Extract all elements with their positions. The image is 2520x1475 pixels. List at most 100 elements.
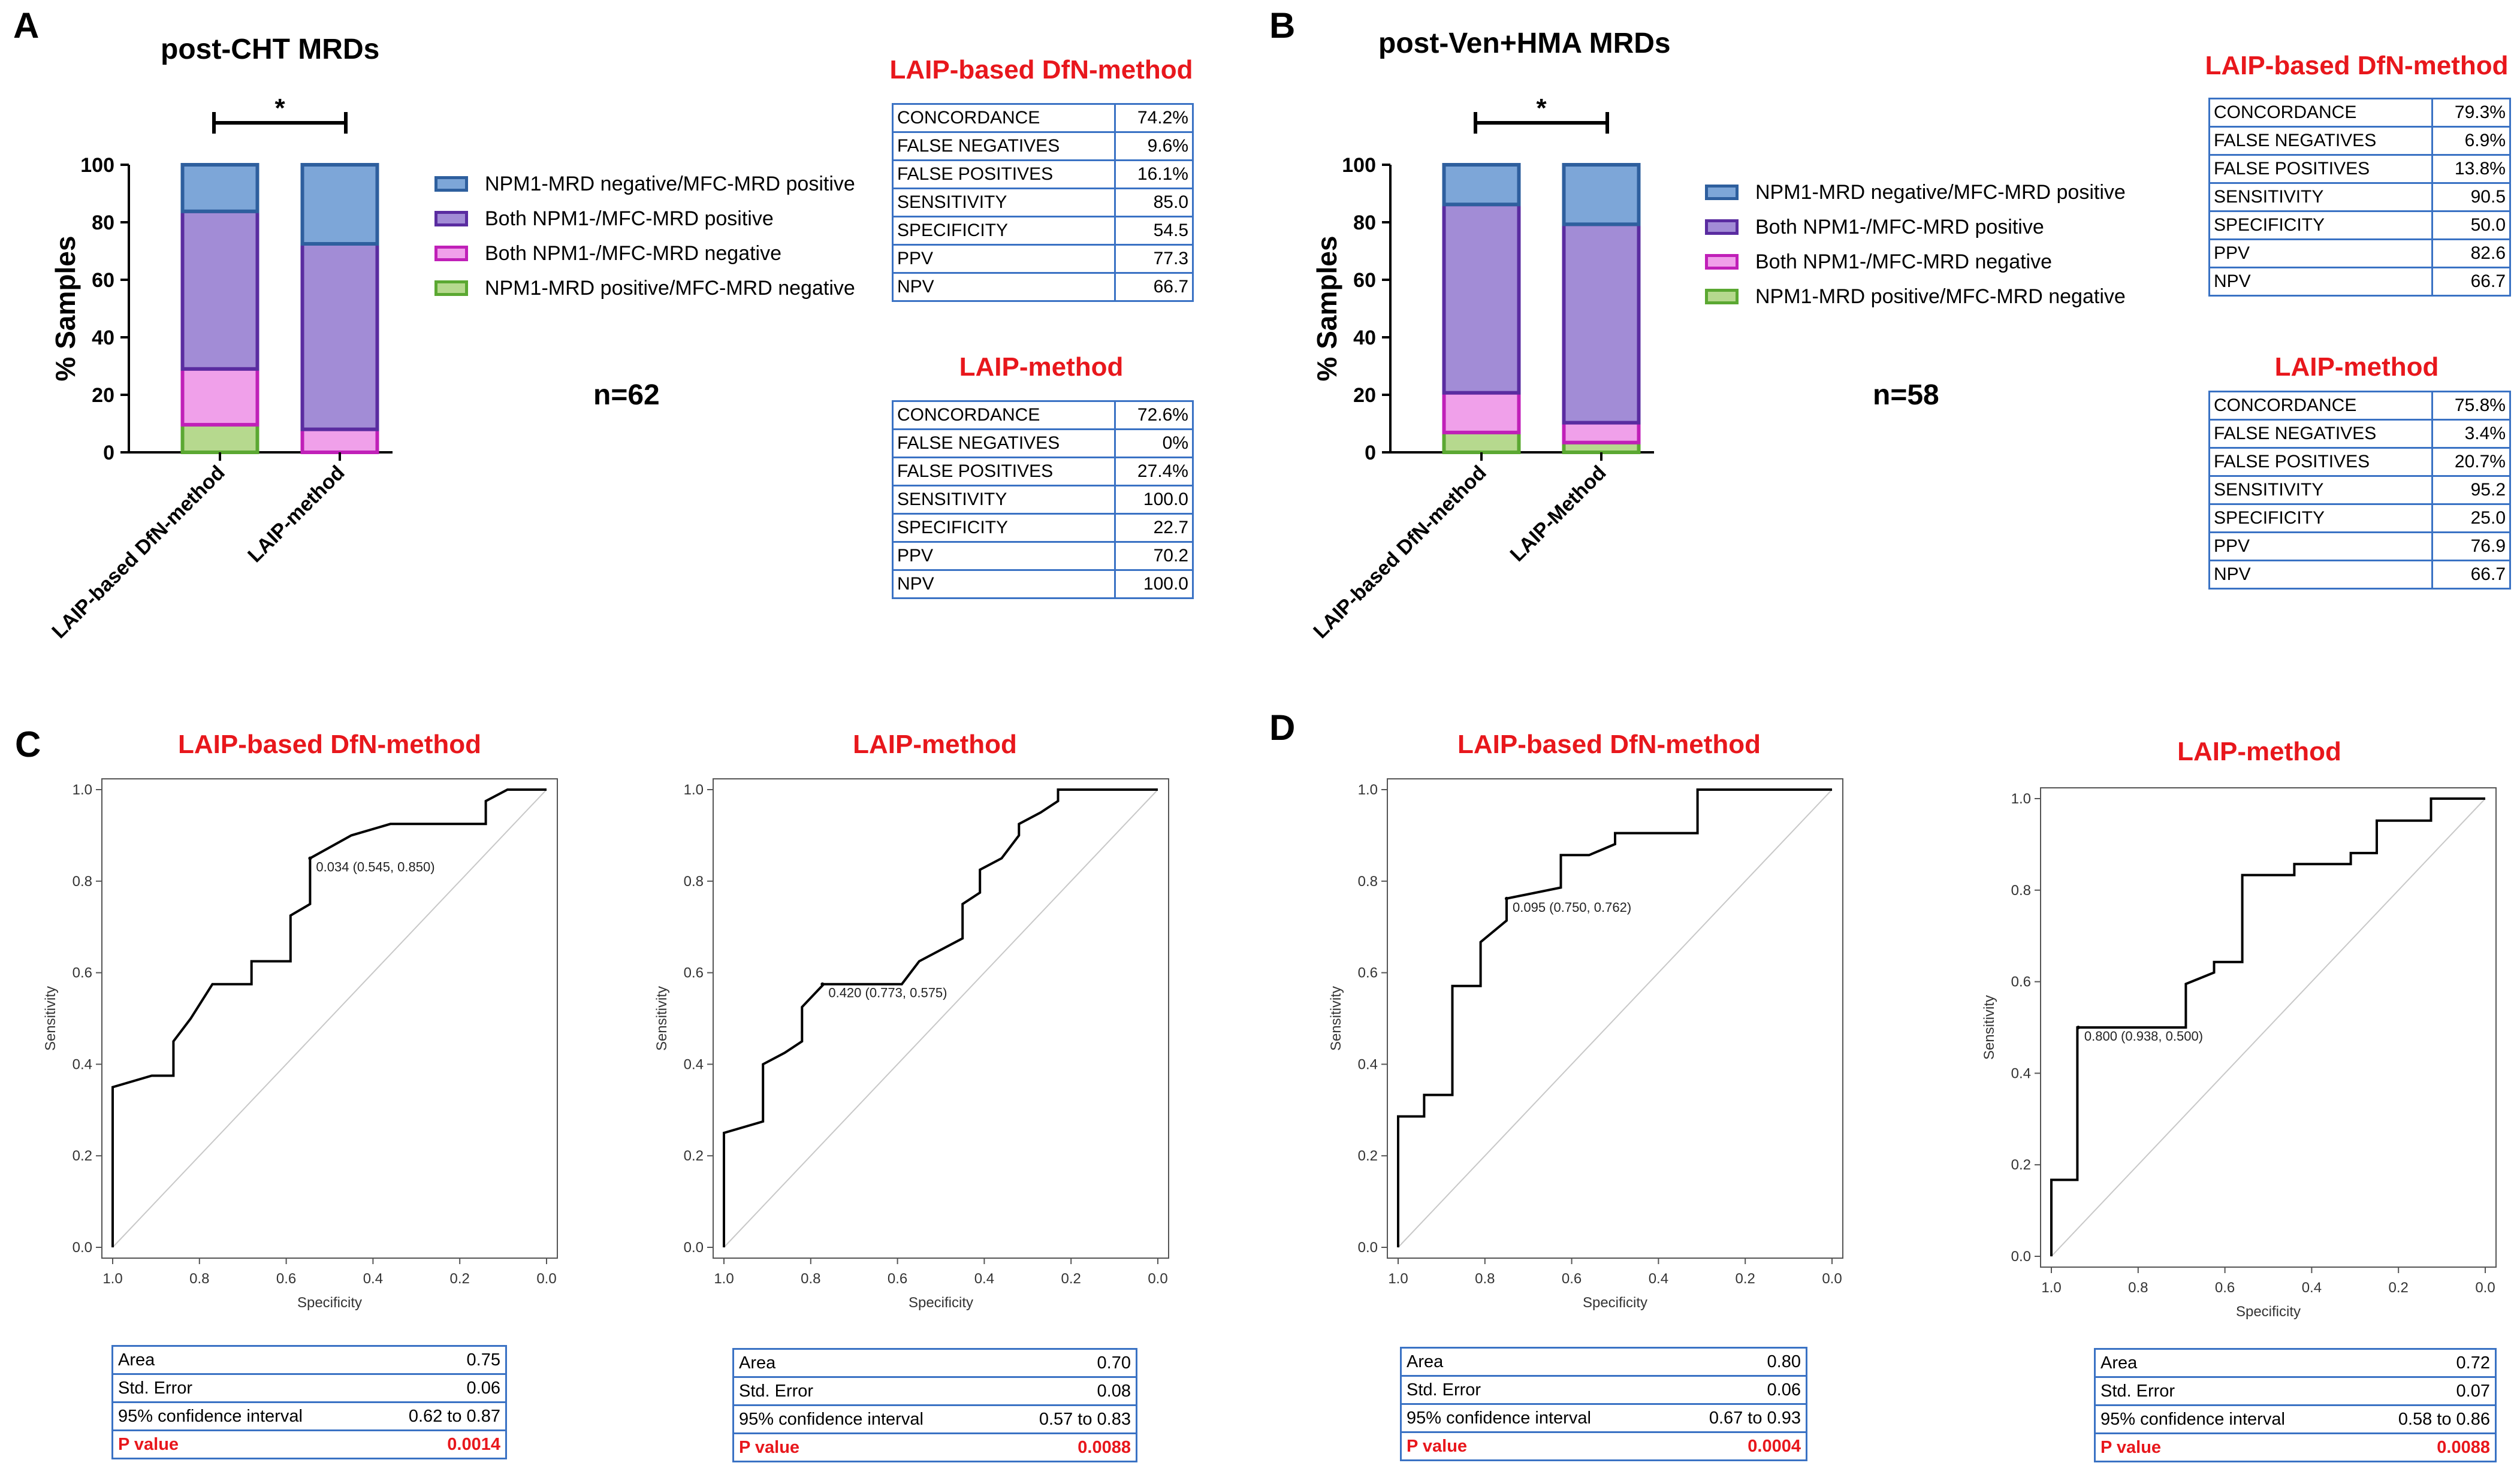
legend-label: Both NPM1-/MFC-MRD negative xyxy=(1755,250,2053,273)
stat-row: PPV 76.9 xyxy=(2208,531,2512,561)
stat-label: SENSITIVITY xyxy=(891,485,1116,515)
auc-value: 0.70 xyxy=(997,1349,1137,1378)
auc-row: P value 0.0014 xyxy=(113,1431,506,1459)
y-tick-label: 0.4 xyxy=(1358,1056,1378,1072)
stat-row: FALSE POSITIVES 13.8% xyxy=(2208,154,2512,184)
x-tick-label: LAIP-based DfN-method xyxy=(47,461,229,643)
roc-curve-d-laip: 1.0 0.8 0.6 0.4 0.2 0.0 0.0 0.2 0.4 0.6 0.8 1.0 Spec… xyxy=(1981,787,2497,1320)
stat-label: NPV xyxy=(891,272,1116,302)
legend-item: NPM1-MRD positive/MFC-MRD negative xyxy=(1705,279,2126,314)
legend-label: Both NPM1-/MFC-MRD positive xyxy=(485,207,774,230)
x-tick-label: 0.2 xyxy=(1736,1271,1755,1287)
y-tick-label: 1.0 xyxy=(684,782,704,798)
auc-row: Std. Error 0.06 xyxy=(112,1374,506,1403)
legend-item: Both NPM1-/MFC-MRD negative xyxy=(434,236,855,271)
stat-row: SENSITIVITY 85.0 xyxy=(891,188,1194,217)
legend-swatch xyxy=(434,246,468,261)
roc-cutoff-label: 0.420 (0.773, 0.575) xyxy=(828,986,947,1001)
y-tick-label: 20 xyxy=(92,384,114,407)
stat-value: 100.0 xyxy=(1114,569,1194,599)
auc-label: 95% confidence interval xyxy=(733,1405,998,1434)
roc-curve-line xyxy=(723,788,1158,1247)
auc-row: 95% confidence interval 0.58 to 0.86 xyxy=(2095,1405,2496,1434)
bar-segment xyxy=(180,163,259,213)
stat-value: 66.7 xyxy=(1114,272,1194,302)
auc-value: 0.62 to 0.87 xyxy=(370,1402,506,1431)
stat-label: FALSE POSITIVES xyxy=(891,159,1116,189)
y-tick-label: 0.6 xyxy=(73,965,92,981)
x-tick-label: 0.4 xyxy=(363,1271,383,1287)
x-tick-label: 0.2 xyxy=(450,1271,470,1287)
y-tick-label: 1.0 xyxy=(1358,782,1378,798)
legend-item: Both NPM1-/MFC-MRD positive xyxy=(1705,210,2126,244)
auc-label: Area xyxy=(2095,1349,2358,1378)
stacked-bar-chart-b: 0 20 40 60 80 100 % Samples LAIP-based DfN-meth… xyxy=(1309,93,1654,643)
auc-value: 0.0014 xyxy=(447,1435,500,1454)
stat-row: CONCORDANCE 75.8% xyxy=(2208,391,2512,421)
stat-row: SPECIFICITY 22.7 xyxy=(891,513,1194,543)
stat-label: PPV xyxy=(891,244,1116,274)
auc-value: 0.67 to 0.93 xyxy=(1667,1404,1807,1433)
stat-row: NPV 66.7 xyxy=(2208,267,2512,297)
legend-item: Both NPM1-/MFC-MRD positive xyxy=(434,201,855,236)
stat-value: 76.9 xyxy=(2431,531,2512,561)
x-tick-label: 1.0 xyxy=(102,1271,122,1287)
auc-row: Std. Error 0.07 xyxy=(2095,1377,2496,1406)
stat-label: NPV xyxy=(2208,267,2433,297)
stat-row: SPECIFICITY 25.0 xyxy=(2208,503,2512,533)
roc-title-c2: LAIP-method xyxy=(853,730,1017,759)
stat-row: FALSE POSITIVES 27.4% xyxy=(891,457,1194,486)
stat-label: SPECIFICITY xyxy=(2208,503,2433,533)
x-tick-label: 1.0 xyxy=(2041,1280,2061,1296)
x-axis-label: Specificity xyxy=(297,1295,362,1311)
auc-label: 95% confidence interval xyxy=(112,1402,371,1431)
plot-frame xyxy=(2040,787,2497,1268)
stat-value: 85.0 xyxy=(1114,188,1194,217)
legend-swatch xyxy=(1705,185,1739,200)
roc-cutoff-label: 0.095 (0.750, 0.762) xyxy=(1513,900,1631,915)
auc-value: 0.06 xyxy=(370,1374,506,1403)
stat-label: NPV xyxy=(2208,560,2433,590)
stat-label: NPV xyxy=(891,569,1116,599)
auc-row: 95% confidence interval 0.57 to 0.83 xyxy=(733,1405,1137,1434)
legend-label: NPM1-MRD positive/MFC-MRD negative xyxy=(485,276,855,300)
y-tick-label: 100 xyxy=(1342,154,1376,177)
plot-frame xyxy=(101,778,558,1259)
stat-label: FALSE NEGATIVES xyxy=(891,428,1116,458)
y-tick-label: 20 xyxy=(1353,384,1376,407)
y-tick-label: 1.0 xyxy=(2011,791,2031,807)
auc-row: Area 0.72 xyxy=(2095,1349,2496,1378)
y-axis-label: Sensitivity xyxy=(654,986,670,1051)
x-tick-label: 0.0 xyxy=(1822,1271,1842,1287)
x-axis-label: Specificity xyxy=(909,1295,973,1311)
laip-table-title-a: LAIP-method xyxy=(959,352,1124,382)
stat-value: 20.7% xyxy=(2431,447,2512,477)
stat-label: CONCORDANCE xyxy=(2208,391,2433,421)
y-axis-label: Sensitivity xyxy=(1328,986,1344,1051)
x-tick-label: LAIP-Method xyxy=(1506,461,1611,566)
stat-row: FALSE POSITIVES 16.1% xyxy=(891,159,1194,189)
y-tick-label: 100 xyxy=(80,154,114,177)
roc-cutoff-point xyxy=(1505,896,1508,900)
stat-row: SPECIFICITY 50.0 xyxy=(2208,210,2512,240)
panel-letter-d: D xyxy=(1269,708,1296,748)
stat-label: SENSITIVITY xyxy=(2208,475,2433,505)
reference-diagonal xyxy=(112,789,547,1248)
bar-segment xyxy=(180,367,259,427)
roc-curve-d-dfn: 1.0 0.8 0.6 0.4 0.2 0.0 0.0 0.2 0.4 0.6 0.8 1.0 Spec… xyxy=(1328,778,1843,1311)
stat-label: SPECIFICITY xyxy=(891,513,1116,543)
bar-segment xyxy=(300,163,379,246)
stat-value: 50.0 xyxy=(2431,210,2512,240)
x-tick-label: 0.6 xyxy=(1562,1271,1582,1287)
stat-label: PPV xyxy=(891,541,1116,571)
legend-label: NPM1-MRD negative/MFC-MRD positive xyxy=(1755,180,2126,204)
auc-label: Std. Error xyxy=(1401,1376,1667,1405)
bar-segment xyxy=(1562,163,1641,226)
x-tick-label: 0.6 xyxy=(276,1271,296,1287)
stat-label: SENSITIVITY xyxy=(891,188,1116,217)
auc-label: P value xyxy=(118,1435,179,1454)
stat-row: PPV 70.2 xyxy=(891,541,1194,571)
roc-curve-line xyxy=(111,788,547,1247)
auc-table-c1: Area 0.75 Std. Error 0.06 95% confidence int… xyxy=(111,1345,507,1459)
auc-row: Area 0.80 xyxy=(1401,1347,1807,1377)
